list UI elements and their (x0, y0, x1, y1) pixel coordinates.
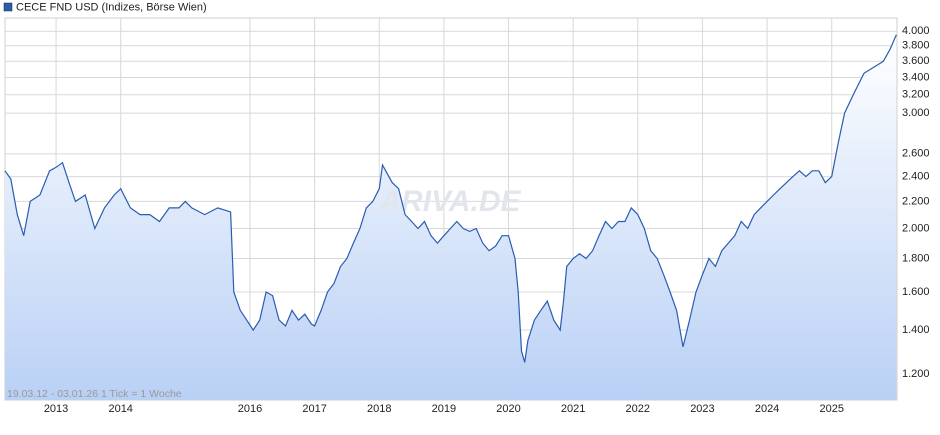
x-tick-label: 2021 (561, 403, 585, 415)
legend-swatch (3, 2, 13, 12)
line (4, 34, 897, 363)
x-tick-label: 2023 (690, 403, 714, 415)
y-tick-label: 1.800 (902, 252, 930, 264)
y-tick-label: 2.000 (902, 222, 930, 234)
y-tick-label: 2.200 (902, 195, 930, 207)
y-tick-label: 3.000 (902, 107, 930, 119)
x-tick-label: 2020 (496, 403, 520, 415)
x-tick-label: 2016 (238, 403, 262, 415)
y-tick-label: 1.200 (902, 368, 930, 380)
x-tick-label: 2024 (755, 403, 779, 415)
watermark: ARIVA.DE (378, 185, 521, 218)
y-tick-label: 2.400 (902, 171, 930, 183)
y-tick-label: 3.400 (902, 71, 930, 83)
y-tick-label: 3.200 (902, 89, 930, 101)
legend-label: CECE FND USD (Indizes, Börse Wien) (16, 1, 207, 13)
x-tick-label: 2018 (367, 403, 391, 415)
y-tick-label: 2.600 (902, 148, 930, 160)
x-tick-label: 2017 (302, 403, 326, 415)
x-tick-label: 2019 (432, 403, 456, 415)
x-tick-label: 2014 (108, 403, 132, 415)
y-tick-label: 1.600 (902, 286, 930, 298)
x-tick-label: 2025 (819, 403, 843, 415)
y-tick-label: 4.000 (902, 25, 930, 37)
y-tick-label: 1.400 (902, 324, 930, 336)
x-tick-label: 2013 (44, 403, 68, 415)
area (5, 34, 897, 401)
footer: 19.03.12 - 03.01.26 1 Tick = 1 Woche (7, 388, 182, 400)
x-tick-label: 2022 (626, 403, 650, 415)
y-tick-label: 3.800 (902, 40, 930, 52)
y-tick-label: 3.600 (902, 55, 930, 67)
